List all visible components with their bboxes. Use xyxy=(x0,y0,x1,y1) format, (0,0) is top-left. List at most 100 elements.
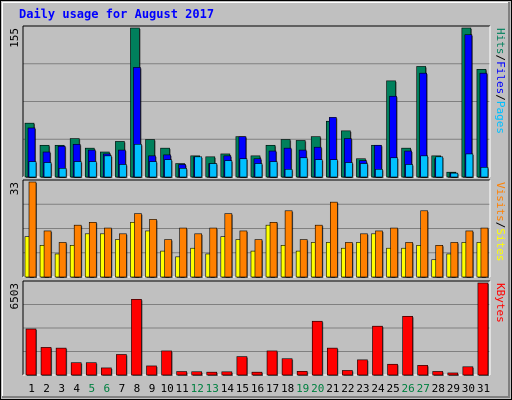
bar-pages-5 xyxy=(88,161,97,178)
bar-visits-15 xyxy=(239,230,248,278)
bar-pages-8 xyxy=(134,144,142,178)
bar-kbytes-31 xyxy=(477,282,489,376)
bar-pages-13 xyxy=(209,163,218,178)
bar-visits-23 xyxy=(360,233,368,278)
bar-pages-14 xyxy=(224,160,233,178)
bar-visits-5 xyxy=(88,222,97,278)
bar-visits-29 xyxy=(450,242,459,278)
bar-pages-25 xyxy=(390,157,398,178)
bar-visits-18 xyxy=(284,210,293,278)
bar-pages-27 xyxy=(420,155,428,178)
legend-hits-files-pages: Hits/Files/Pages xyxy=(494,28,507,134)
x-tick-label: 25 xyxy=(386,382,399,395)
x-tick-label: 27 xyxy=(417,382,430,395)
bar-pages-11 xyxy=(179,168,187,178)
bar-pages-3 xyxy=(58,168,67,178)
bar-kbytes-30 xyxy=(462,366,474,376)
x-tick-label: 3 xyxy=(58,382,65,395)
legend-pages: Pages xyxy=(494,101,507,134)
bar-pages-12 xyxy=(194,156,203,178)
bar-pages-21 xyxy=(329,159,338,178)
x-tick-label: 21 xyxy=(326,382,339,395)
bar-pages-26 xyxy=(405,164,413,178)
bar-visits-16 xyxy=(254,239,263,278)
bar-visits-27 xyxy=(420,210,428,278)
bar-pages-30 xyxy=(465,153,474,178)
bar-visits-2 xyxy=(43,230,52,278)
bar-visits-3 xyxy=(58,242,67,278)
legend-sites: Sites xyxy=(494,228,507,261)
hits-files-pages-panel xyxy=(22,25,491,178)
bar-visits-6 xyxy=(104,227,112,278)
bar-kbytes-26 xyxy=(402,315,413,376)
legend-files: Files xyxy=(494,61,507,94)
x-tick-label: 13 xyxy=(206,382,219,395)
bar-pages-20 xyxy=(314,159,323,178)
bar-pages-15 xyxy=(239,158,248,178)
bar-visits-26 xyxy=(405,242,413,278)
x-tick-label: 8 xyxy=(134,382,141,395)
bar-pages-23 xyxy=(360,163,368,178)
bar-kbytes-1 xyxy=(25,328,37,376)
bar-kbytes-15 xyxy=(236,356,248,376)
x-tick-label: 26 xyxy=(402,382,415,395)
bar-pages-9 xyxy=(149,161,157,178)
bar-kbytes-11 xyxy=(176,371,187,376)
x-tick-label: 19 xyxy=(296,382,309,395)
bar-kbytes-8 xyxy=(131,299,142,376)
bar-kbytes-22 xyxy=(342,370,353,376)
x-tick-label: 1 xyxy=(28,382,35,395)
bar-visits-14 xyxy=(224,213,233,278)
bar-visits-8 xyxy=(134,213,142,278)
legend-kbytes: KBytes xyxy=(494,283,507,323)
legend-visits: Visits xyxy=(494,182,507,222)
bar-visits-10 xyxy=(164,239,172,278)
bar-visits-1 xyxy=(28,181,37,278)
visits-sites-panel xyxy=(22,179,491,278)
bar-visits-4 xyxy=(73,224,82,278)
bar-visits-20 xyxy=(314,224,323,278)
x-tick-label: 30 xyxy=(462,382,475,395)
bar-kbytes-13 xyxy=(206,371,218,376)
bar-kbytes-9 xyxy=(146,365,157,376)
x-tick-label: 6 xyxy=(104,382,111,395)
bar-pages-31 xyxy=(480,167,489,178)
x-tick-label: 2 xyxy=(43,382,50,395)
bar-visits-12 xyxy=(194,233,203,278)
bar-kbytes-5 xyxy=(85,362,97,376)
legend-hits: Hits xyxy=(494,28,507,55)
ymax-label-hits: 155 xyxy=(8,28,21,48)
bar-kbytes-10 xyxy=(161,350,172,376)
bar-kbytes-28 xyxy=(432,371,444,376)
bar-visits-30 xyxy=(465,230,474,278)
bar-kbytes-16 xyxy=(251,371,263,376)
bar-visits-19 xyxy=(299,239,308,278)
ymax-label-visits: 33 xyxy=(8,182,21,195)
bar-pages-6 xyxy=(104,155,112,178)
bar-pages-24 xyxy=(375,169,383,178)
legend-visits-sites: Visits/Sites xyxy=(494,182,507,262)
bar-visits-9 xyxy=(149,219,157,278)
bar-visits-21 xyxy=(329,201,338,278)
bar-kbytes-20 xyxy=(311,320,323,376)
bar-pages-1 xyxy=(28,161,37,178)
bar-visits-31 xyxy=(480,227,489,278)
bar-kbytes-18 xyxy=(281,358,293,376)
bar-kbytes-23 xyxy=(357,359,368,376)
x-tick-label: 23 xyxy=(356,382,369,395)
bar-kbytes-2 xyxy=(40,347,52,376)
bar-visits-22 xyxy=(345,242,353,278)
x-tick-label: 7 xyxy=(119,382,126,395)
bar-pages-17 xyxy=(269,161,278,178)
bar-kbytes-3 xyxy=(55,347,67,376)
bar-pages-18 xyxy=(284,169,293,178)
bar-pages-7 xyxy=(119,164,127,178)
ymax-label-kbytes: 6503 xyxy=(8,283,21,310)
x-tick-label: 28 xyxy=(432,382,445,395)
bar-kbytes-6 xyxy=(101,367,112,376)
bar-pages-4 xyxy=(73,161,82,178)
bar-kbytes-14 xyxy=(221,371,233,376)
x-tick-label: 29 xyxy=(447,382,460,395)
kbytes-panel xyxy=(22,280,491,376)
